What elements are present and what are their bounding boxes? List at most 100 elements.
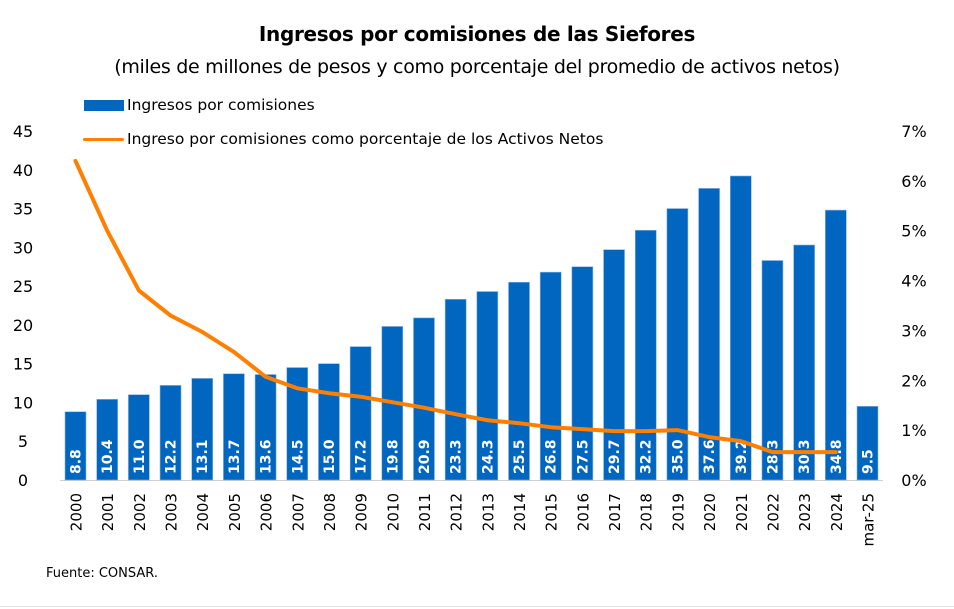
bar	[413, 317, 435, 481]
bar	[603, 249, 625, 481]
x-tick-label: 2005	[226, 493, 244, 531]
bar-data-label: 13.1	[195, 439, 211, 474]
bar	[571, 266, 594, 481]
y2-tick-label: 7%	[901, 122, 926, 141]
y-axis-right: 0% 1% 2% 3% 4% 5% 6% 7%	[901, 122, 926, 490]
legend-item-bars: Ingresos por comisiones	[84, 96, 315, 114]
x-tick-label: 2013	[479, 493, 497, 531]
x-tick-label: 2002	[131, 493, 149, 531]
y-tick-label: 25	[13, 277, 33, 296]
bar-data-label: 29.7	[607, 439, 623, 474]
bar-data-label: 9.5	[861, 449, 877, 474]
x-tick-label: 2018	[638, 493, 656, 531]
bar	[191, 378, 214, 481]
bottom-divider	[0, 606, 954, 607]
bar	[444, 298, 467, 481]
x-tick-label: 2012	[448, 493, 466, 531]
y-tick-label: 5	[18, 432, 28, 451]
bar-data-label: 12.2	[164, 439, 180, 474]
x-tick-label: 2019	[669, 493, 687, 531]
bar-data-label: 30.3	[797, 439, 813, 474]
bar	[349, 346, 372, 481]
y-tick-label: 40	[13, 161, 33, 180]
x-tick-label: 2000	[68, 493, 86, 531]
y2-tick-label: 5%	[901, 222, 926, 241]
bar-data-label: 27.5	[575, 439, 591, 474]
bar	[476, 291, 499, 481]
bar	[634, 229, 657, 481]
bar-data-label: 17.2	[354, 439, 370, 474]
x-tick-label: 2016	[574, 493, 592, 531]
y-tick-label: 45	[13, 122, 33, 141]
x-tick-label: 2008	[321, 493, 339, 531]
percentage-line	[73, 158, 838, 455]
bar	[159, 385, 182, 481]
bar-data-label: 39.2	[734, 439, 750, 474]
x-tick-label: 2021	[733, 493, 751, 531]
x-tick-label: 2011	[416, 493, 434, 531]
y2-tick-label: 2%	[901, 371, 926, 390]
bar	[856, 406, 879, 481]
y-axis-left: 0 5 10 15 20 25 30 35 40 45	[13, 122, 33, 490]
bar	[223, 373, 245, 481]
y2-tick-label: 6%	[901, 172, 926, 191]
bar	[286, 367, 309, 481]
bar	[508, 281, 530, 481]
x-tick-label: 2022	[764, 493, 782, 531]
x-tick-label: 2010	[384, 493, 402, 531]
y2-tick-label: 1%	[901, 421, 926, 440]
y2-tick-label: 0%	[901, 471, 926, 490]
bar-data-label: 13.7	[227, 439, 243, 474]
y-tick-label: 0	[18, 471, 28, 490]
x-tick-label: 2001	[99, 493, 117, 531]
x-axis: 2000 2001 2002 2003 2004 2005 2006 2007 2008 2009…	[68, 493, 878, 547]
y-tick-label: 10	[13, 393, 33, 412]
x-tick-label: mar-25	[860, 493, 878, 547]
chart-subtitle: (miles de millones de pesos y como porce…	[114, 56, 840, 78]
legend-bar-swatch	[84, 99, 124, 111]
bar-data-label: 11.0	[132, 439, 148, 474]
legend-bar-label: Ingresos por comisiones	[127, 96, 315, 114]
bar-data-label: 26.8	[544, 439, 560, 474]
y-tick-label: 30	[13, 238, 33, 257]
bar	[729, 175, 752, 481]
legend-item-line: Ingreso por comisiones como porcentaje d…	[83, 130, 603, 148]
x-tick-label: 2003	[163, 493, 181, 531]
y2-tick-label: 4%	[901, 272, 926, 291]
bar-data-label: 14.5	[290, 439, 306, 474]
x-tick-label: 2020	[701, 493, 719, 531]
bar	[96, 399, 118, 481]
bar-data-label: 13.6	[259, 439, 275, 474]
bar-data-label: 15.0	[322, 439, 338, 474]
bar	[761, 260, 784, 481]
x-tick-label: 2017	[606, 493, 624, 531]
bar	[666, 208, 689, 481]
bar-data-label: 8.8	[69, 449, 85, 474]
x-tick-label: 2006	[258, 493, 276, 531]
bar-data-label: 28.3	[765, 439, 781, 474]
bar	[825, 209, 847, 481]
x-tick-label: 2024	[828, 493, 846, 531]
bar-data-label: 24.3	[480, 439, 496, 474]
y-tick-label: 35	[13, 200, 33, 219]
source-note: Fuente: CONSAR.	[46, 566, 158, 581]
bar	[64, 411, 87, 481]
bar-data-labels: 8.8 10.4 11.0 12.2 13.1 13.7 13.6 14.5 15.0 17.2 1…	[69, 439, 877, 474]
y-tick-label: 20	[13, 316, 33, 335]
legend-line-swatch	[83, 137, 124, 141]
y2-tick-label: 3%	[901, 321, 926, 340]
bar-data-label: 34.8	[829, 439, 845, 474]
bar-data-label: 23.3	[449, 439, 465, 474]
bar-data-label: 32.2	[639, 439, 655, 474]
x-tick-label: 2015	[543, 493, 561, 531]
bar-series	[64, 175, 879, 481]
bar-data-label: 35.0	[670, 439, 686, 474]
bar	[793, 244, 815, 481]
x-tick-label: 2004	[194, 493, 212, 531]
x-tick-label: 2007	[289, 493, 307, 531]
y-tick-label: 15	[13, 355, 33, 374]
bar-data-label: 19.8	[385, 439, 401, 474]
x-tick-label: 2014	[511, 493, 529, 531]
x-tick-label: 2023	[796, 493, 814, 531]
